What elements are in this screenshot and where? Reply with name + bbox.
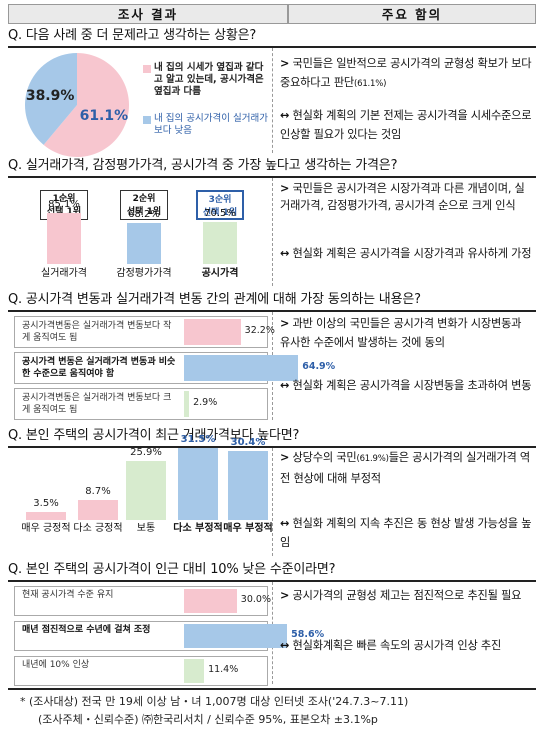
pie-chart: 61.1% 38.9% (24, 53, 129, 157)
implication-1a: > 국민들은 일반적으로 공시가격의 균형성 확보가 보다 중요하다고 판단(6… (280, 57, 532, 89)
answer-value-3: 2.9% (193, 397, 218, 408)
bar-1 (26, 512, 66, 520)
answer-bar-1 (184, 319, 241, 345)
bar-category-3: 보통 (136, 523, 156, 534)
question-2: Q. 실거래가격, 감정평가가격, 공시가격 중 가장 높다고 생각하는 가격은… (8, 156, 536, 178)
bar-2 (127, 223, 161, 264)
answer-value-2: 58.6% (291, 629, 325, 640)
footer-line-1: * (조사대상) 전국 만 19세 이상 남・녀 1,007명 대상 인터넷 조… (20, 695, 409, 708)
pie-slice-balance (43, 53, 129, 157)
answer-bar-2 (184, 355, 299, 381)
bar-category-4: 다소 부정적 (173, 523, 223, 534)
implication-3a: > 과반 이상의 국민들은 공시가격 변화가 시장변동과 유사한 수준에서 발생… (280, 317, 522, 349)
rank-badge-3: 3순위 선택 1위 (196, 190, 244, 220)
bar-category-5: 매우 부정적 (223, 523, 273, 534)
pie-slice-below-market (24, 53, 77, 145)
answer-value-2: 64.9% (302, 361, 336, 372)
bar-value-3: 25.9% (130, 446, 162, 458)
bar-category-3: 공시가격 (201, 268, 239, 279)
bar-4 (178, 448, 218, 520)
answer-label-1: 공시가격변동은 실거래가격 변동보다 작게 움직여도 됨 (22, 321, 172, 343)
separator-4 (272, 448, 273, 556)
implication-2b: ↔ 현실화 계획은 공시가격을 시장가격과 유사하게 가정 (280, 247, 532, 260)
bar-2 (78, 500, 118, 520)
separator-1 (272, 48, 273, 153)
answer-row-1 (14, 316, 268, 348)
bar-value-2: 68.2% (128, 209, 160, 221)
question-3: Q. 공시가격 변동과 실거래가격 변동 간의 관계에 대해 가장 동의하는 내… (8, 290, 536, 312)
bar-category-1: 매우 긍정적 (21, 523, 71, 534)
answer-label-3: 내년에 10% 인상 (22, 660, 90, 670)
question-5: Q. 본인 주택의 공시가격이 인근 대비 10% 낮은 수준이라면? (8, 560, 536, 582)
bar-category-2: 감정평가가격 (116, 268, 172, 279)
answer-bar-1 (184, 589, 237, 613)
implication-3b: ↔ 현실화 계획은 공시가격을 시장변동을 초과하여 변동 (280, 379, 532, 392)
legend-label-below-market: 내 집의 공시가격이 실거래가보다 낮음 (154, 113, 268, 136)
answer-row-3 (14, 388, 268, 420)
rank-badge-2: 2순위 선택 1위 (120, 190, 168, 220)
answer-bar-2 (184, 624, 288, 648)
bar-value-4: 31.5% (180, 434, 216, 445)
answer-bar-3 (184, 391, 190, 417)
answer-label-3: 공시가격변동은 실거래가격 변동보다 크게 움직여도 됨 (22, 393, 172, 415)
answer-label-1: 현재 공시가격 수준 유지 (22, 590, 114, 600)
question-4: Q. 본인 주택의 공시가격이 최근 거래가격보다 높다면? (8, 426, 536, 448)
bar-5 (228, 450, 268, 520)
separator-2 (272, 178, 273, 286)
bar-value-2: 8.7% (85, 486, 111, 498)
pie-label-balance: 61.1% (80, 108, 129, 124)
bar-value-5: 30.4% (230, 436, 266, 448)
footer-rule (8, 688, 536, 690)
footer-line-2: (조사주체・신뢰수준) ㈜한국리서치 / 신뢰수준 95%, 표본오차 ±3.1… (38, 713, 378, 726)
implication-1b: ↔ 현실화 계획의 기본 전제는 공시가격을 시세수준으로 인상할 필요가 있다… (280, 109, 532, 141)
bar-1 (47, 212, 81, 264)
question-1: Q. 다음 사례 중 더 문제라고 생각하는 상황은? (8, 26, 536, 48)
bar-category-2: 다소 긍정적 (73, 523, 123, 534)
answer-row-1 (14, 586, 268, 616)
implication-5b: ↔ 현실화계획은 빠른 속도의 공시가격 인상 추진 (280, 639, 502, 652)
bar-3 (126, 460, 166, 520)
answer-value-3: 11.4% (208, 664, 239, 675)
implication-4b: ↔ 현실화 계획의 지속 추진은 동 현상 발생 가능성을 높임 (280, 517, 532, 549)
results-header: 조사 결과 (8, 4, 288, 24)
answer-value-1: 32.2% (244, 325, 275, 336)
bar-category-1: 실거래가격 (41, 268, 87, 279)
implication-5a: > 공시가격의 균형성 제고는 점진적으로 추진될 필요 (280, 589, 522, 602)
bar-3 (203, 221, 237, 264)
implication-4a: > 상당수의 국민(61.9%)들은 공시가격의 실거래가격 역전 현상에 대해… (280, 451, 530, 485)
legend-label-balance: 내 집의 시세가 옆집과 같다고 알고 있는데, 공시가격은 옆집과 다름 (154, 62, 264, 97)
bar-value-3: 70.5% (204, 207, 236, 219)
legend-swatch-below-market (143, 116, 151, 124)
answer-row-3 (14, 656, 268, 686)
answer-label-2: 공시가격 변동은 실거래가격 변동과 비슷한 수준으로 움직여야 함 (22, 357, 176, 379)
pie-label-below-market: 38.9% (26, 88, 75, 104)
bar-value-1: 3.5% (33, 498, 59, 509)
legend-swatch-balance (143, 65, 151, 73)
answer-label-2: 매년 점진적으로 수년에 걸쳐 조정 (22, 625, 151, 635)
answer-bar-3 (184, 659, 205, 683)
answer-value-1: 30.0% (240, 594, 271, 605)
implication-2a: > 국민들은 공시가격은 시장가격과 다른 개념이며, 실거래가격, 감정평가가… (280, 182, 525, 212)
implications-header: 주요 함의 (288, 4, 536, 24)
bar-value-1: 85.1% (48, 198, 80, 210)
